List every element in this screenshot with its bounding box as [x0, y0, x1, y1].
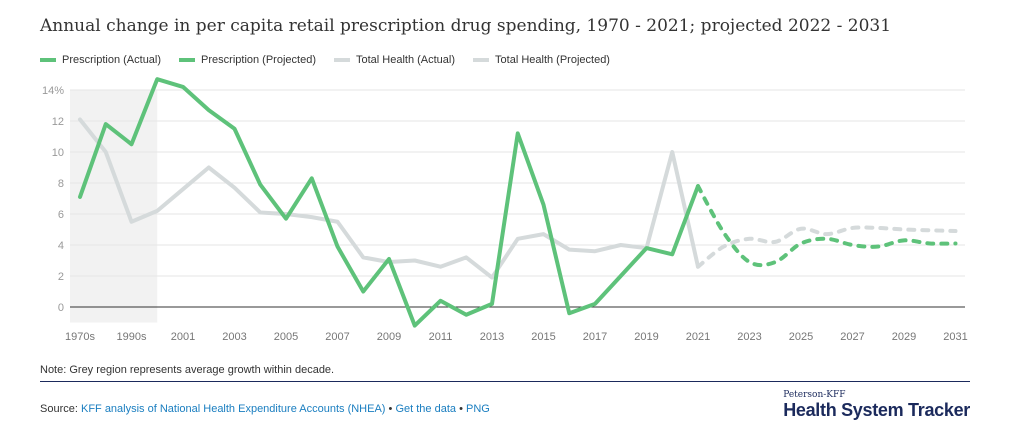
x-tick-label: 2013 [480, 331, 504, 343]
logo-line2: Health System Tracker [783, 400, 970, 420]
x-tick-label: 2025 [789, 331, 813, 343]
x-tick-label: 2029 [892, 331, 916, 343]
legend-item-total-projected[interactable]: Total Health (Projected) [473, 54, 610, 66]
x-tick-label: 2009 [377, 331, 401, 343]
legend-item-prescription-actual[interactable]: Prescription (Actual) [40, 54, 161, 66]
y-tick-label: 6 [58, 209, 64, 221]
legend-label: Total Health (Actual) [355, 54, 456, 66]
chart-title: Annual change in per capita retail presc… [40, 16, 892, 36]
x-tick-label: 2017 [583, 331, 607, 343]
x-tick-label: 2003 [222, 331, 246, 343]
logo-line1: Peterson-KFF [783, 390, 846, 400]
x-tick-label: 2005 [274, 331, 298, 343]
legend-label: Total Health (Projected) [495, 54, 610, 66]
y-tick-label: 12 [52, 116, 64, 128]
y-tick-label: 10 [52, 147, 64, 159]
legend-swatch [179, 58, 196, 62]
series-line-total-health-actual [78, 117, 700, 280]
divider [40, 381, 970, 382]
x-tick-label: 2031 [943, 331, 967, 343]
y-tick-label: 8 [58, 178, 64, 190]
legend-swatch [473, 58, 490, 62]
legend-swatch [40, 58, 56, 62]
legend-swatch [333, 58, 350, 62]
separator: • [388, 403, 393, 415]
x-tick-label: 2019 [634, 331, 658, 343]
source-label: Source: [40, 403, 78, 415]
y-tick-label: 2 [58, 271, 64, 283]
get-data-link[interactable]: Get the data [395, 403, 456, 415]
note: Note: Grey region represents average gro… [40, 364, 335, 376]
x-tick-label: 2011 [429, 331, 453, 343]
y-tick-label: 0 [58, 302, 64, 314]
x-tick-label: 1990s [117, 331, 147, 343]
legend-item-total-actual[interactable]: Total Health (Actual) [333, 54, 456, 66]
y-tick-label: 4 [58, 240, 64, 252]
legend-label: Prescription (Actual) [62, 54, 162, 66]
series-line-prescription-actual [78, 77, 700, 328]
legend-item-prescription-projected[interactable]: Prescription (Projected) [179, 54, 316, 66]
source-line: Source: KFF analysis of National Health … [40, 403, 490, 415]
legend: Prescription (Actual) Prescription (Proj… [40, 54, 610, 66]
x-tick-label: 2027 [840, 331, 864, 343]
x-tick-label: 2007 [325, 331, 349, 343]
legend-label: Prescription (Projected) [201, 54, 316, 66]
x-tick-label: 1970s [65, 331, 95, 343]
x-tick-label: 2015 [531, 331, 555, 343]
source-link[interactable]: KFF analysis of National Health Expendit… [80, 403, 386, 415]
series-line-prescription-projected [696, 184, 958, 268]
x-tick-label: 2023 [737, 331, 761, 343]
logo: Peterson-KFF Health System Tracker [783, 390, 970, 421]
x-tick-label: 2021 [686, 331, 710, 343]
x-tick-label: 2001 [171, 331, 195, 343]
y-tick-label: 14% [42, 85, 64, 97]
separator: • [459, 403, 463, 415]
png-link[interactable]: PNG [465, 403, 490, 415]
